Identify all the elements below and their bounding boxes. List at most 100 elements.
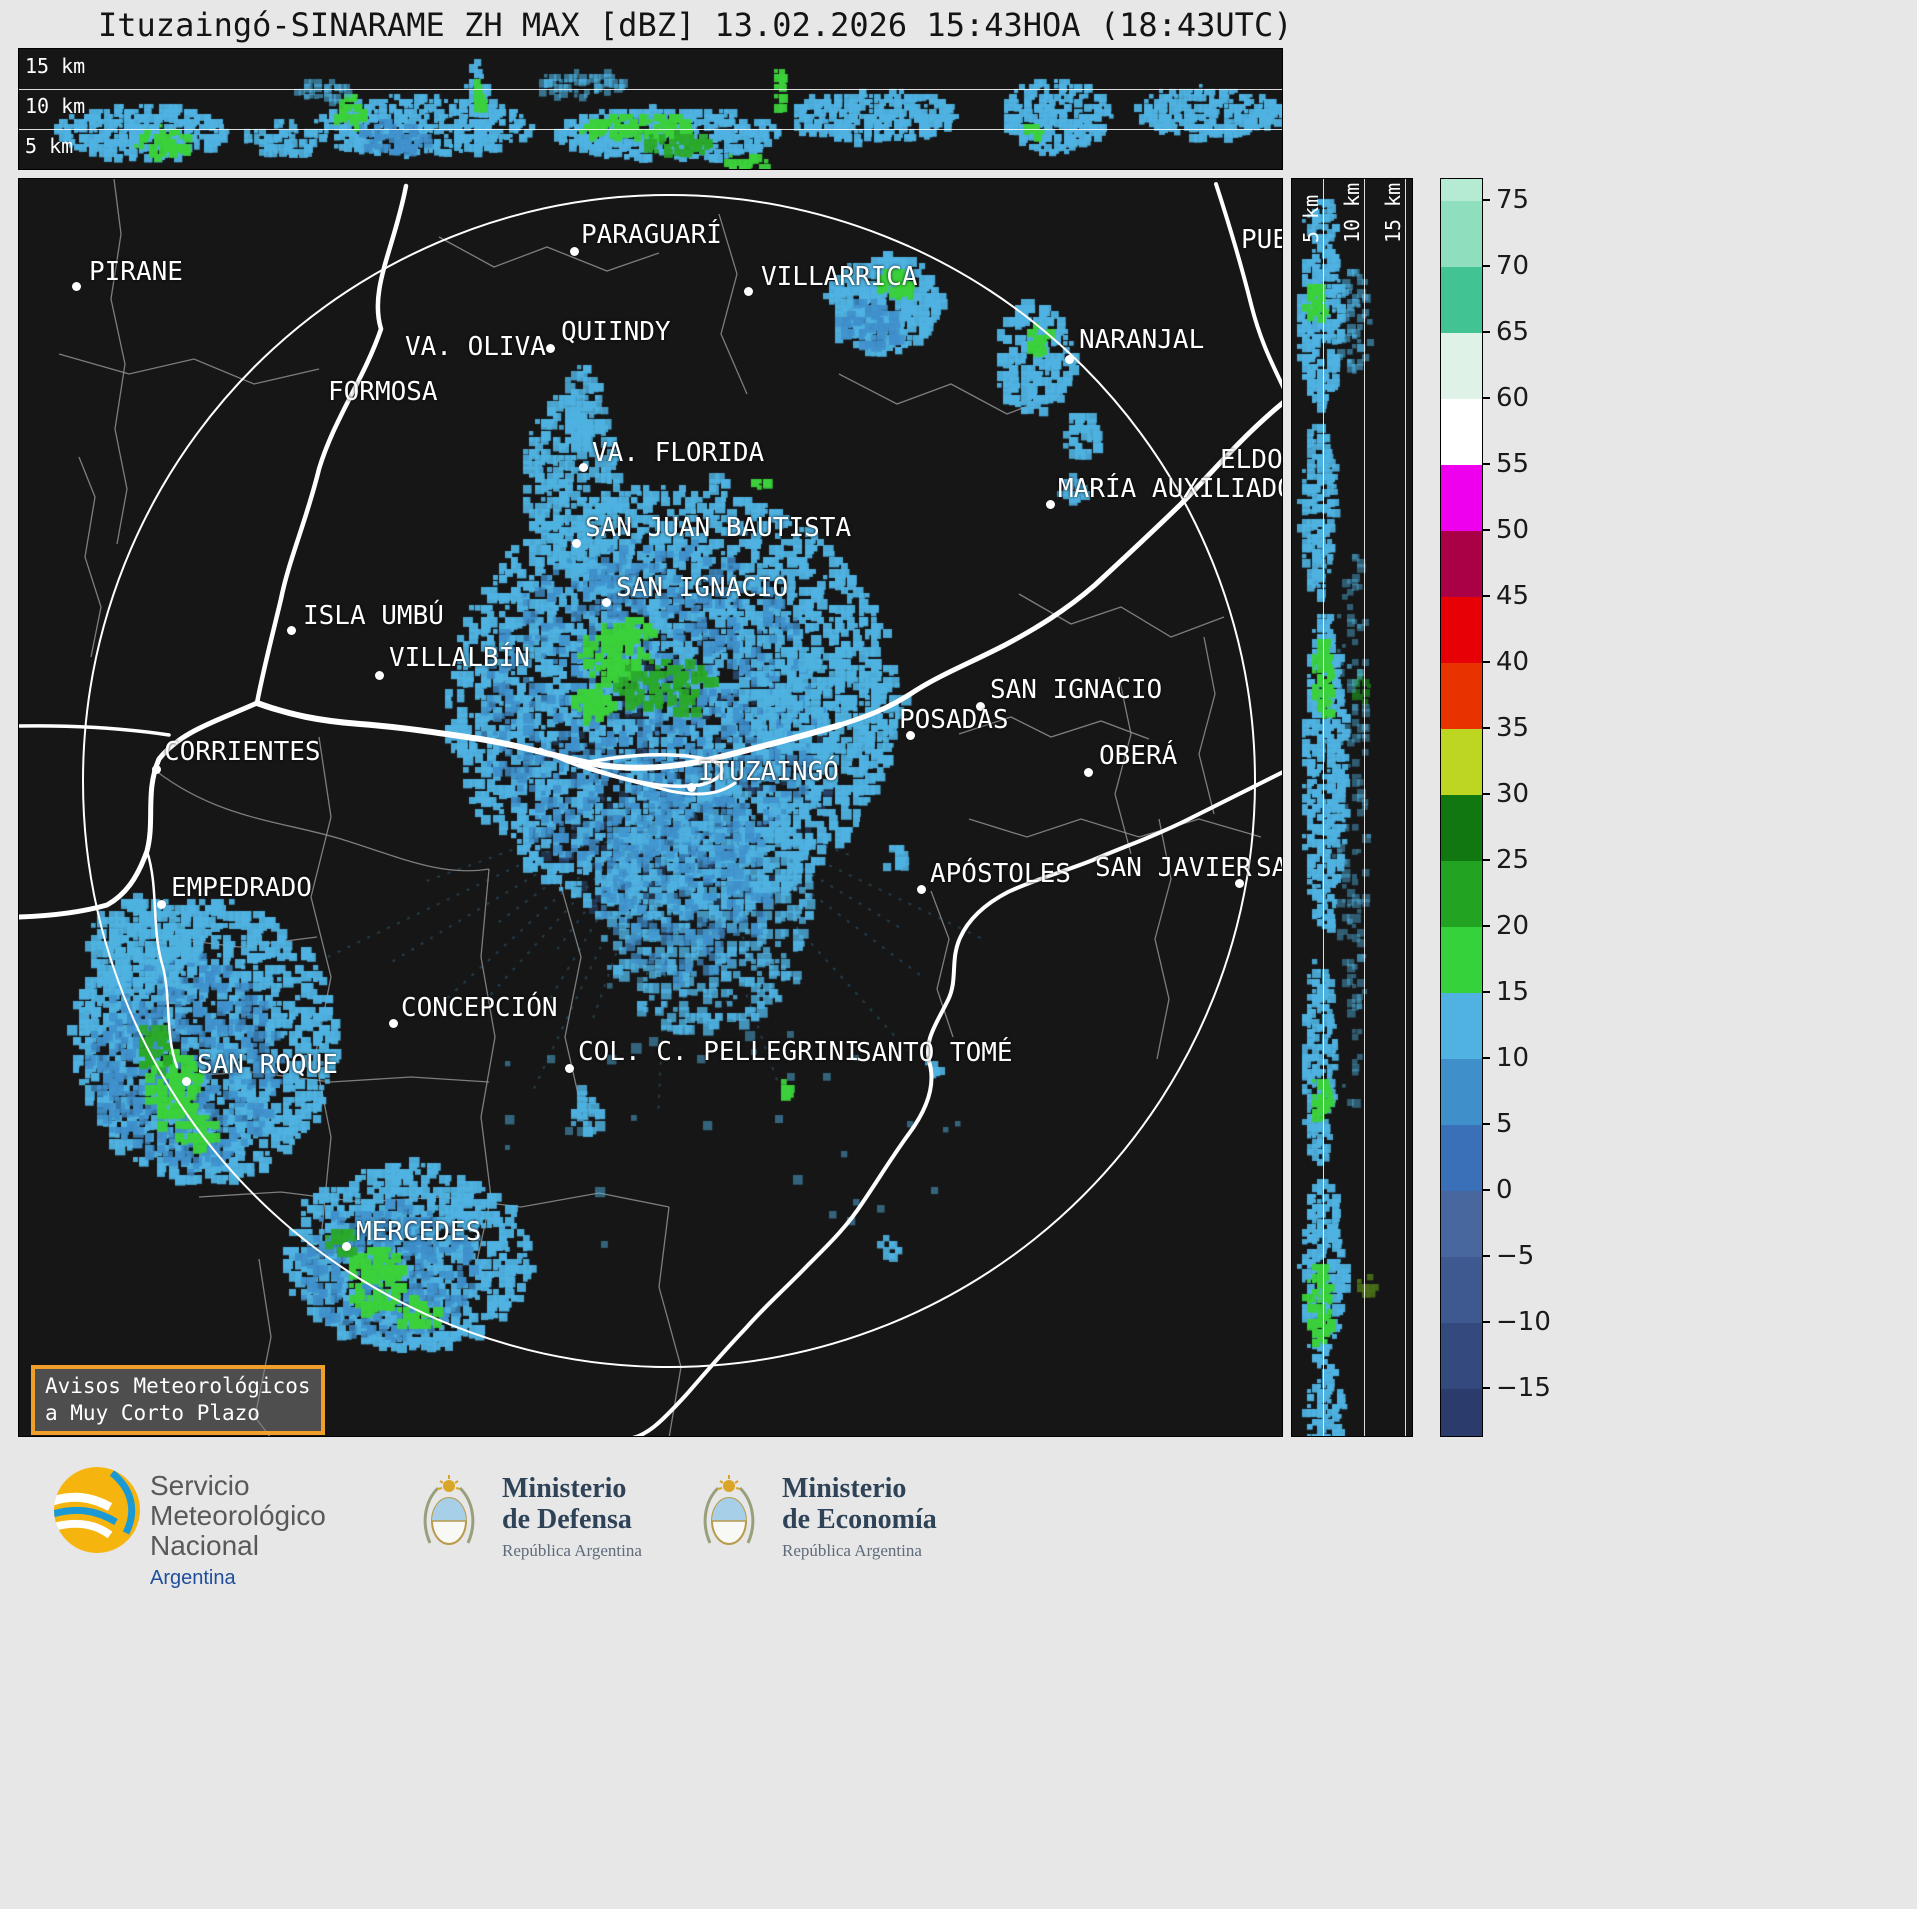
colorbar-tick: [1483, 265, 1490, 267]
city-label: COL. C. PELLEGRINI: [578, 1037, 860, 1067]
altitude-line: [1323, 179, 1324, 1436]
colorbar-segment: [1441, 663, 1482, 730]
city-label: ITUZAINGÓ: [698, 757, 839, 787]
colorbar-segment: [1441, 465, 1482, 532]
colorbar-segment: [1441, 597, 1482, 664]
colorbar-tick-label: −15: [1496, 1373, 1551, 1403]
colorbar-tick-label: 0: [1496, 1175, 1513, 1205]
ministry-defensa-sub: República Argentina: [502, 1541, 642, 1560]
altitude-label: 15 km: [1381, 182, 1405, 243]
alert-box-line1: Avisos Meteorológicos: [45, 1374, 311, 1398]
colorbar-segment: [1441, 729, 1482, 796]
city-label: APÓSTOLES: [930, 859, 1071, 889]
footer: Servicio Meteorológico Nacional Argentin…: [0, 1437, 1917, 1909]
rivers-layer: [19, 182, 1282, 1436]
city-label: PIRANE: [89, 257, 183, 287]
colorbar-segment: [1441, 1257, 1482, 1324]
colorbar-tick: [1483, 595, 1490, 597]
city-label: SANTO TOMÉ: [856, 1038, 1013, 1068]
city-dot: [565, 1064, 574, 1073]
colorbar-tick-label: 45: [1496, 581, 1530, 611]
city-label: VA. FLORIDA: [592, 438, 765, 468]
colorbar-tick: [1483, 463, 1490, 465]
colorbar-segment: [1441, 1389, 1482, 1436]
colorbar-segment: [1441, 1191, 1482, 1258]
colorbar-segment: [1441, 201, 1482, 268]
city-dot: [906, 731, 915, 740]
colorbar-tick-label: 10: [1496, 1043, 1530, 1073]
colorbar-ticks: 75 70 65 60 55 50 45 40 35 30 25 20 15 10 5 0 −5 −10 −15: [1483, 178, 1573, 1437]
colorbar-tick-label: 5: [1496, 1109, 1513, 1139]
colorbar-tick: [1483, 529, 1490, 531]
river-path: [632, 770, 1282, 1436]
altitude-line: [19, 89, 1282, 90]
colorbar-segment: [1441, 861, 1482, 928]
city-dot: [570, 247, 579, 256]
colorbar-segment: [1441, 531, 1482, 598]
city-label: SAN IGNACIO: [990, 675, 1163, 705]
map-echo-canvas: [19, 179, 1282, 1436]
colorbar-segment: [1441, 1125, 1482, 1192]
city-label: CORRIENTES: [164, 737, 321, 767]
colorbar-tick: [1483, 1387, 1490, 1389]
colorbar-tick-label: 20: [1496, 911, 1530, 941]
city-label: MARÍA AUXILIADORA: [1058, 474, 1282, 504]
smn-country: Argentina: [150, 1567, 236, 1589]
smn-wordmark: Servicio Meteorológico Nacional Argentin…: [150, 1471, 326, 1591]
river-path: [254, 183, 409, 706]
colorbar-segment: [1441, 927, 1482, 994]
colorbar-segment: [1441, 1059, 1482, 1126]
ministry-economia-line2: de Economía: [782, 1504, 937, 1535]
city-dot: [1235, 879, 1244, 888]
alert-box-line2: a Muy Corto Plazo: [45, 1401, 260, 1425]
colorbar-tick: [1483, 793, 1490, 795]
colorbar-segment: [1441, 267, 1482, 334]
colorbar-segment: [1441, 993, 1482, 1060]
colorbar-tick-label: −10: [1496, 1307, 1551, 1337]
colorbar-segment: [1441, 179, 1482, 202]
colorbar-tick: [1483, 727, 1490, 729]
altitude-line: [1364, 179, 1365, 1436]
colorbar-tick: [1483, 1123, 1490, 1125]
colorbar-tick-label: 25: [1496, 845, 1530, 875]
altitude-label: 10 km: [1340, 182, 1364, 243]
colorbar-tick: [1483, 397, 1490, 399]
city-dot: [976, 702, 985, 711]
coat-of-arms-icon: [423, 1475, 475, 1545]
colorbar-tick: [1483, 859, 1490, 861]
city-dot: [1065, 355, 1074, 364]
city-label: SAN ROQUE: [197, 1050, 338, 1080]
right-profile-panel: 5 km 10 km 15 km: [1291, 178, 1413, 1437]
colorbar-tick: [1483, 199, 1490, 201]
altitude-label: 5 km: [1299, 194, 1323, 243]
colorbar-tick: [1483, 991, 1490, 993]
river-path: [19, 724, 171, 737]
smn-logo-icon: [54, 1467, 140, 1553]
altitude-line: [1405, 179, 1406, 1436]
city-label: VILLARRICA: [761, 262, 918, 292]
colorbar-tick-label: 50: [1496, 515, 1530, 545]
colorbar-tick-label: 30: [1496, 779, 1530, 809]
city-dot: [375, 671, 384, 680]
colorbar-tick-label: −5: [1496, 1241, 1535, 1271]
city-dot: [744, 287, 753, 296]
river-path: [145, 849, 179, 1069]
ministry-economia-line1: Ministerio: [782, 1473, 907, 1504]
city-dot: [602, 598, 611, 607]
page-title: Ituzaingó-SINARAME ZH MAX [dBZ] 13.02.20…: [98, 6, 1293, 44]
colorbar-tick: [1483, 1189, 1490, 1191]
ministry-economia-text: Ministerio de Economía República Argenti…: [782, 1473, 937, 1561]
colorbar-tick-label: 15: [1496, 977, 1530, 1007]
coat-of-arms-icon: [703, 1475, 755, 1545]
colorbar: [1440, 178, 1483, 1437]
city-label: VA. OLIVA: [405, 332, 546, 362]
colorbar-segment: [1441, 399, 1482, 466]
city-dot: [342, 1242, 351, 1251]
colorbar-tick-label: 55: [1496, 449, 1530, 479]
river-path: [837, 400, 1282, 728]
colorbar-tick: [1483, 1057, 1490, 1059]
city-dot: [389, 1019, 398, 1028]
city-dot: [287, 626, 296, 635]
city-label: ISLA UMBÚ: [303, 601, 444, 631]
